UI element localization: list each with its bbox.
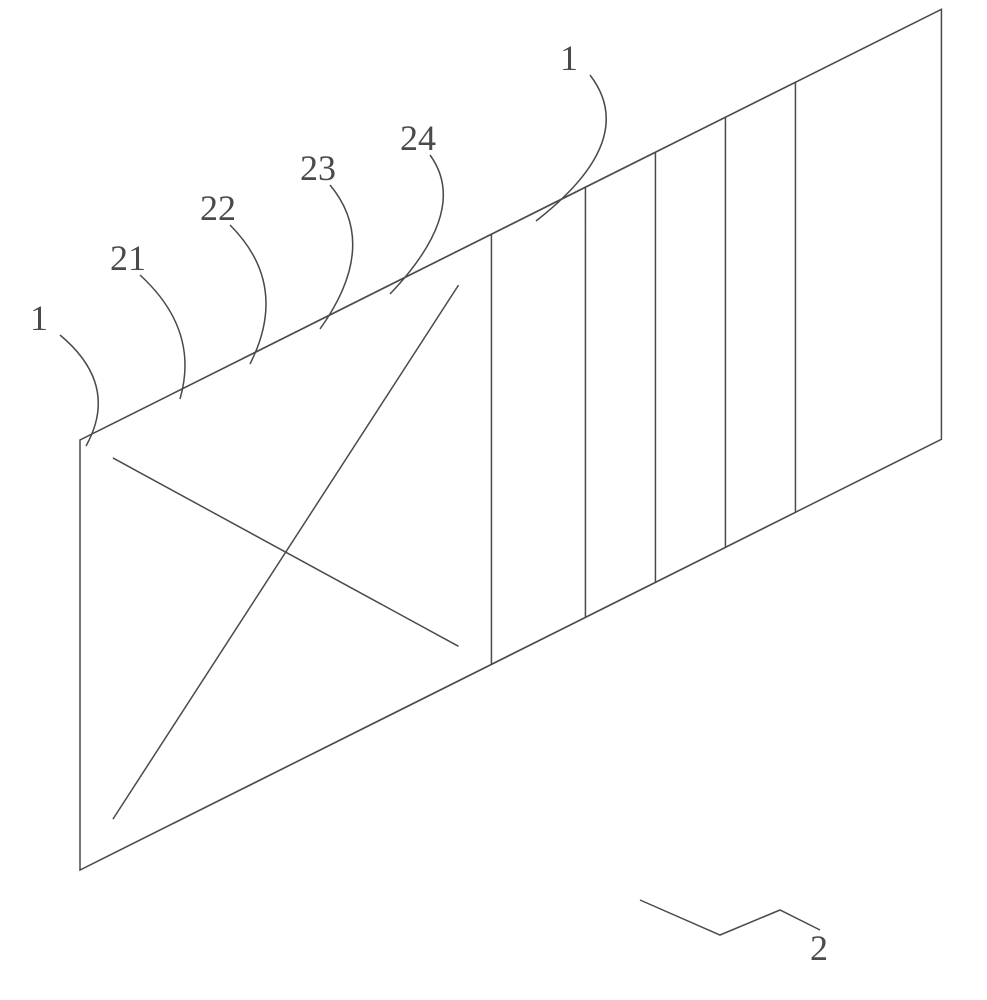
label-1: 1 <box>560 38 578 78</box>
exploded-panel-diagram: 1 21 22 23 24 1 2 <box>0 0 987 1000</box>
label-1: 1 <box>30 298 48 338</box>
label-22: 22 <box>200 188 236 228</box>
label-23: 23 <box>300 148 336 188</box>
leader-2-bottom <box>640 900 820 935</box>
leader-1 <box>60 335 98 446</box>
leader-22 <box>230 225 266 364</box>
leader-21 <box>140 275 185 399</box>
label-24: 24 <box>400 118 436 158</box>
label-2-bottom: 2 <box>810 928 828 968</box>
label-21: 21 <box>110 238 146 278</box>
